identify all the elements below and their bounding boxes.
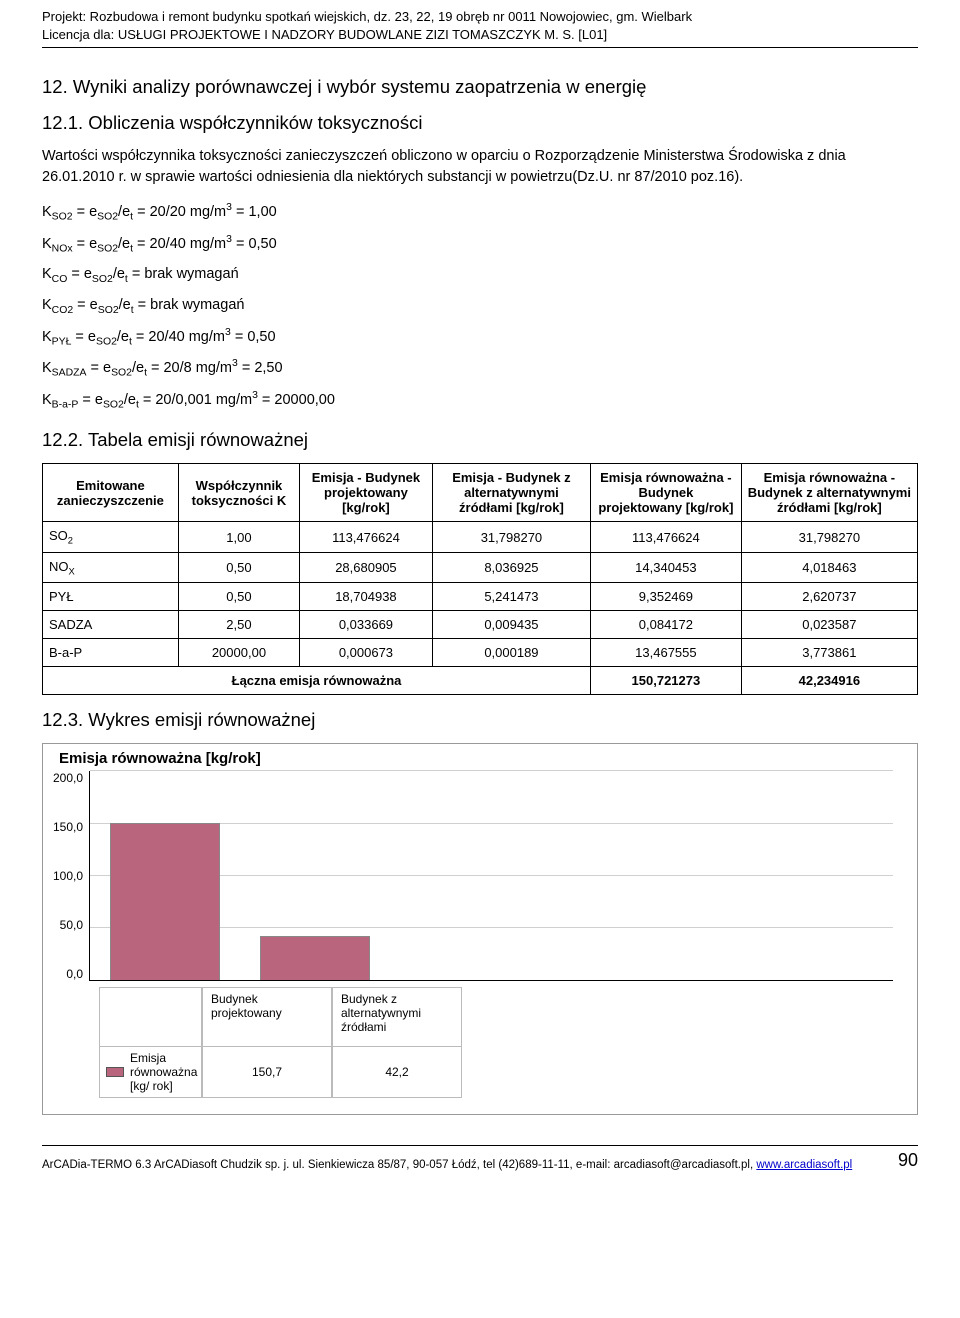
table-cell: 42,234916 — [741, 667, 917, 695]
table-cell: 0,000673 — [300, 639, 433, 667]
table-cell: 0,023587 — [741, 611, 917, 639]
legend-spacer — [99, 987, 202, 1047]
formula-line: KSADZA = eSO2/et = 20/8 mg/m3 = 2,50 — [42, 354, 918, 384]
table-cell: 31,798270 — [432, 522, 590, 553]
heading-12-3: 12.3. Wykres emisji równoważnej — [42, 709, 918, 731]
table-cell: 1,00 — [178, 522, 299, 553]
chart-y-axis: 200,0 150,0 100,0 50,0 0,0 — [47, 771, 89, 981]
formula-line: KCO2 = eSO2/et = brak wymagań — [42, 292, 918, 321]
chart-legend-row: Emisja równoważna [kg/ rok]150,742,2 — [99, 1046, 913, 1098]
table-cell: 0,50 — [178, 583, 299, 611]
table-row: SADZA2,500,0336690,0094350,0841720,02358… — [43, 611, 918, 639]
table-column-header: Emisja - Budynek z alternatywnymi źródła… — [432, 464, 590, 522]
chart-bar — [260, 936, 370, 980]
table-row: PYŁ0,5018,7049385,2414739,3524692,620737 — [43, 583, 918, 611]
footer-text: ArCADia-TERMO 6.3 ArCADiasoft Chudzik sp… — [42, 1159, 852, 1171]
document-page: Projekt: Rozbudowa i remont budynku spot… — [0, 0, 960, 1183]
emission-chart: Emisja równoważna [kg/rok] 200,0 150,0 100… — [42, 743, 918, 1115]
y-tick-label: 200,0 — [53, 771, 83, 785]
table-cell: 0,084172 — [591, 611, 742, 639]
table-cell: SO2 — [43, 522, 179, 553]
y-tick-label: 100,0 — [53, 869, 83, 883]
table-cell: B-a-P — [43, 639, 179, 667]
formula-line: KB-a-P = eSO2/et = 20/0,001 mg/m3 = 2000… — [42, 386, 918, 416]
table-cell: 2,50 — [178, 611, 299, 639]
table-row: NOX0,5028,6809058,03692514,3404534,01846… — [43, 552, 918, 583]
table-body: SO21,00113,47662431,798270113,47662431,7… — [43, 522, 918, 695]
table-column-header: Emisja równoważna - Budynek z alternatyw… — [741, 464, 917, 522]
table-cell: PYŁ — [43, 583, 179, 611]
document-header: Projekt: Rozbudowa i remont budynku spot… — [42, 8, 918, 48]
table-cell: 113,476624 — [300, 522, 433, 553]
table-header-row: Emitowane zanieczyszczenieWspółczynnik t… — [43, 464, 918, 522]
table-cell: 113,476624 — [591, 522, 742, 553]
table-cell: 150,721273 — [591, 667, 742, 695]
table-cell: 0,033669 — [300, 611, 433, 639]
gridline — [90, 770, 893, 771]
table-cell: 20000,00 — [178, 639, 299, 667]
table-sum-label: Łączna emisja równoważna — [43, 667, 591, 695]
legend-swatch — [106, 1067, 124, 1077]
table-cell: 9,352469 — [591, 583, 742, 611]
legend-series-text: Emisja równoważna [kg/ rok] — [130, 1051, 197, 1093]
document-footer: ArCADia-TERMO 6.3 ArCADiasoft Chudzik sp… — [42, 1145, 918, 1171]
table-cell: SADZA — [43, 611, 179, 639]
y-tick-label: 150,0 — [53, 820, 83, 834]
chart-body: 200,0 150,0 100,0 50,0 0,0 — [47, 771, 913, 981]
table-cell: 0,000189 — [432, 639, 590, 667]
formula-line: KSO2 = eSO2/et = 20/20 mg/m3 = 1,00 — [42, 198, 918, 228]
y-tick-label: 0,0 — [66, 967, 83, 981]
table-column-header: Emisja - Budynek projektowany [kg/rok] — [300, 464, 433, 522]
table-column-header: Emitowane zanieczyszczenie — [43, 464, 179, 522]
chart-bar — [110, 823, 220, 980]
heading-12: 12. Wyniki analizy porównawczej i wybór … — [42, 76, 918, 98]
table-cell: 3,773861 — [741, 639, 917, 667]
legend-series-label: Emisja równoważna [kg/ rok] — [99, 1046, 202, 1098]
table-cell: 28,680905 — [300, 552, 433, 583]
chart-title: Emisja równoważna [kg/rok] — [59, 750, 913, 767]
table-sum-row: Łączna emisja równoważna150,72127342,234… — [43, 667, 918, 695]
formula-list: KSO2 = eSO2/et = 20/20 mg/m3 = 1,00KNOx … — [42, 198, 918, 415]
table-cell: 14,340453 — [591, 552, 742, 583]
paragraph-intro: Wartości współczynnika toksyczności zani… — [42, 146, 918, 188]
table-cell: 2,620737 — [741, 583, 917, 611]
page-number: 90 — [898, 1150, 918, 1171]
formula-line: KCO = eSO2/et = brak wymagań — [42, 261, 918, 290]
table-cell: 4,018463 — [741, 552, 917, 583]
heading-12-1: 12.1. Obliczenia współczynników toksyczn… — [42, 112, 918, 134]
chart-x-labels: Budynek projektowanyBudynek z alternatyw… — [99, 987, 913, 1047]
formula-line: KPYŁ = eSO2/et = 20/40 mg/m3 = 0,50 — [42, 323, 918, 353]
chart-plot-area — [89, 771, 893, 981]
legend-value-cell: 150,7 — [202, 1046, 332, 1098]
table-row: B-a-P20000,000,0006730,00018913,4675553,… — [43, 639, 918, 667]
table-cell: 5,241473 — [432, 583, 590, 611]
formula-line: KNOx = eSO2/et = 20/40 mg/m3 = 0,50 — [42, 230, 918, 260]
y-tick-label: 50,0 — [60, 918, 83, 932]
header-line-1: Projekt: Rozbudowa i remont budynku spot… — [42, 8, 918, 26]
table-cell: 0,50 — [178, 552, 299, 583]
table-cell: 8,036925 — [432, 552, 590, 583]
table-row: SO21,00113,47662431,798270113,47662431,7… — [43, 522, 918, 553]
table-cell: 18,704938 — [300, 583, 433, 611]
table-cell: 0,009435 — [432, 611, 590, 639]
table-cell: 13,467555 — [591, 639, 742, 667]
footer-link[interactable]: www.arcadiasoft.pl — [756, 1159, 852, 1171]
table-cell: NOX — [43, 552, 179, 583]
x-category-label: Budynek z alternatywnymi źródłami — [332, 987, 462, 1047]
table-cell: 31,798270 — [741, 522, 917, 553]
legend-value-cell: 42,2 — [332, 1046, 462, 1098]
footer-prefix: ArCADia-TERMO 6.3 ArCADiasoft Chudzik sp… — [42, 1159, 756, 1171]
table-column-header: Współczynnik toksyczności K — [178, 464, 299, 522]
header-line-2: Licencja dla: USŁUGI PROJEKTOWE I NADZOR… — [42, 26, 918, 44]
emission-table: Emitowane zanieczyszczenieWspółczynnik t… — [42, 463, 918, 695]
table-column-header: Emisja równoważna - Budynek projektowany… — [591, 464, 742, 522]
heading-12-2: 12.2. Tabela emisji równoważnej — [42, 429, 918, 451]
x-category-label: Budynek projektowany — [202, 987, 332, 1047]
